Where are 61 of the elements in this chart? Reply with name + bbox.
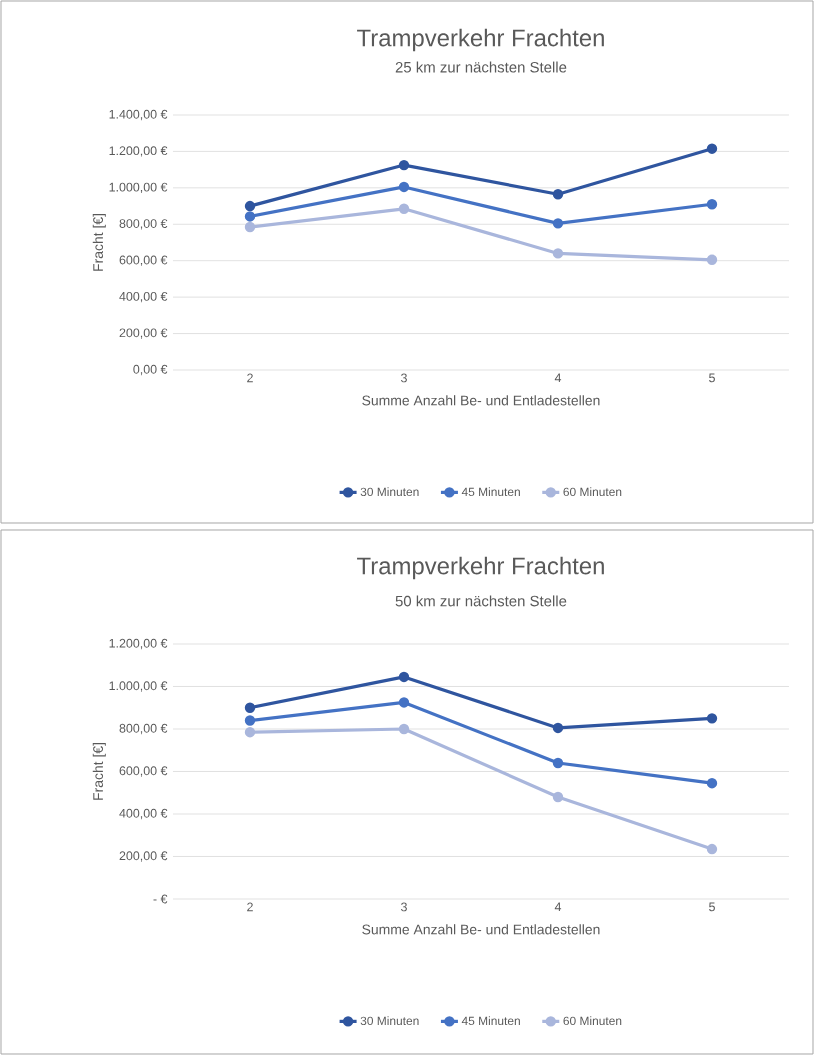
legend-label: 45 Minuten (461, 1016, 520, 1026)
y-tick-label: 0,00 € (133, 364, 168, 376)
legend-label: 45 Minuten (461, 487, 520, 497)
chart-subtitle: 50 km zur nächsten Stelle (395, 595, 567, 607)
legend-label: 60 Minuten (563, 487, 622, 497)
point (398, 203, 410, 214)
chart-title: Trampverkehr Frachten (357, 556, 604, 580)
x-axis-title: Summe Anzahl Be- und Entladestellen (362, 395, 600, 406)
point (552, 722, 564, 734)
point (552, 218, 564, 229)
point (244, 200, 256, 212)
point (244, 726, 256, 738)
point (244, 221, 256, 233)
legend-label: 60 Minuten (563, 1016, 622, 1026)
legend-label: 30 Minuten (360, 487, 419, 497)
point (244, 211, 256, 222)
y-tick-label: 800,00 € (119, 723, 168, 735)
point (552, 248, 564, 259)
x-tick-label: 5 (709, 902, 715, 912)
legend-label: 30 Minuten (360, 1016, 419, 1026)
y-axis-title: Fracht [€] (92, 214, 106, 271)
x-axis-title: Summe Anzahl Be- und Entladestellen (362, 924, 600, 935)
y-tick-label: 800,00 € (119, 219, 168, 230)
x-tick-label: 3 (401, 902, 407, 912)
y-tick-label: 200,00 € (119, 328, 168, 339)
point (552, 189, 564, 200)
x-tick-label: 2 (247, 902, 253, 912)
y-tick-label: 1.000,00 € (109, 681, 168, 692)
chart-subtitle: 25 km zur nächsten Stelle (395, 61, 567, 73)
point (552, 757, 564, 769)
point (706, 713, 718, 724)
y-tick-label: 1.200,00 € (109, 638, 168, 650)
point (552, 791, 564, 803)
y-tick-label: 1.200,00 € (109, 146, 168, 157)
x-tick-label: 3 (401, 373, 407, 383)
chart-title: Trampverkehr Frachten (357, 28, 604, 52)
y-tick-label: 600,00 € (119, 255, 168, 266)
point (706, 843, 718, 855)
point (706, 254, 718, 265)
x-tick-label: 2 (247, 373, 253, 383)
point (244, 702, 256, 713)
y-tick-label: 1.000,00 € (109, 182, 168, 193)
point (706, 143, 718, 154)
point (706, 777, 718, 789)
x-tick-label: 4 (554, 373, 562, 383)
y-tick-label: 1.400,00 € (109, 109, 168, 121)
point (398, 181, 410, 193)
y-tick-label: - € (153, 894, 168, 904)
y-axis-title: Fracht [€] (92, 743, 106, 800)
y-tick-label: 200,00 € (119, 851, 168, 862)
point (398, 159, 410, 171)
y-tick-label: 600,00 € (119, 766, 168, 777)
point (398, 697, 410, 708)
point (244, 715, 256, 726)
x-tick-label: 5 (709, 373, 715, 383)
point (398, 671, 410, 683)
y-tick-label: 400,00 € (119, 808, 168, 820)
point (706, 199, 718, 210)
x-tick-label: 4 (554, 902, 562, 912)
y-tick-label: 400,00 € (119, 292, 168, 303)
point (398, 723, 410, 735)
